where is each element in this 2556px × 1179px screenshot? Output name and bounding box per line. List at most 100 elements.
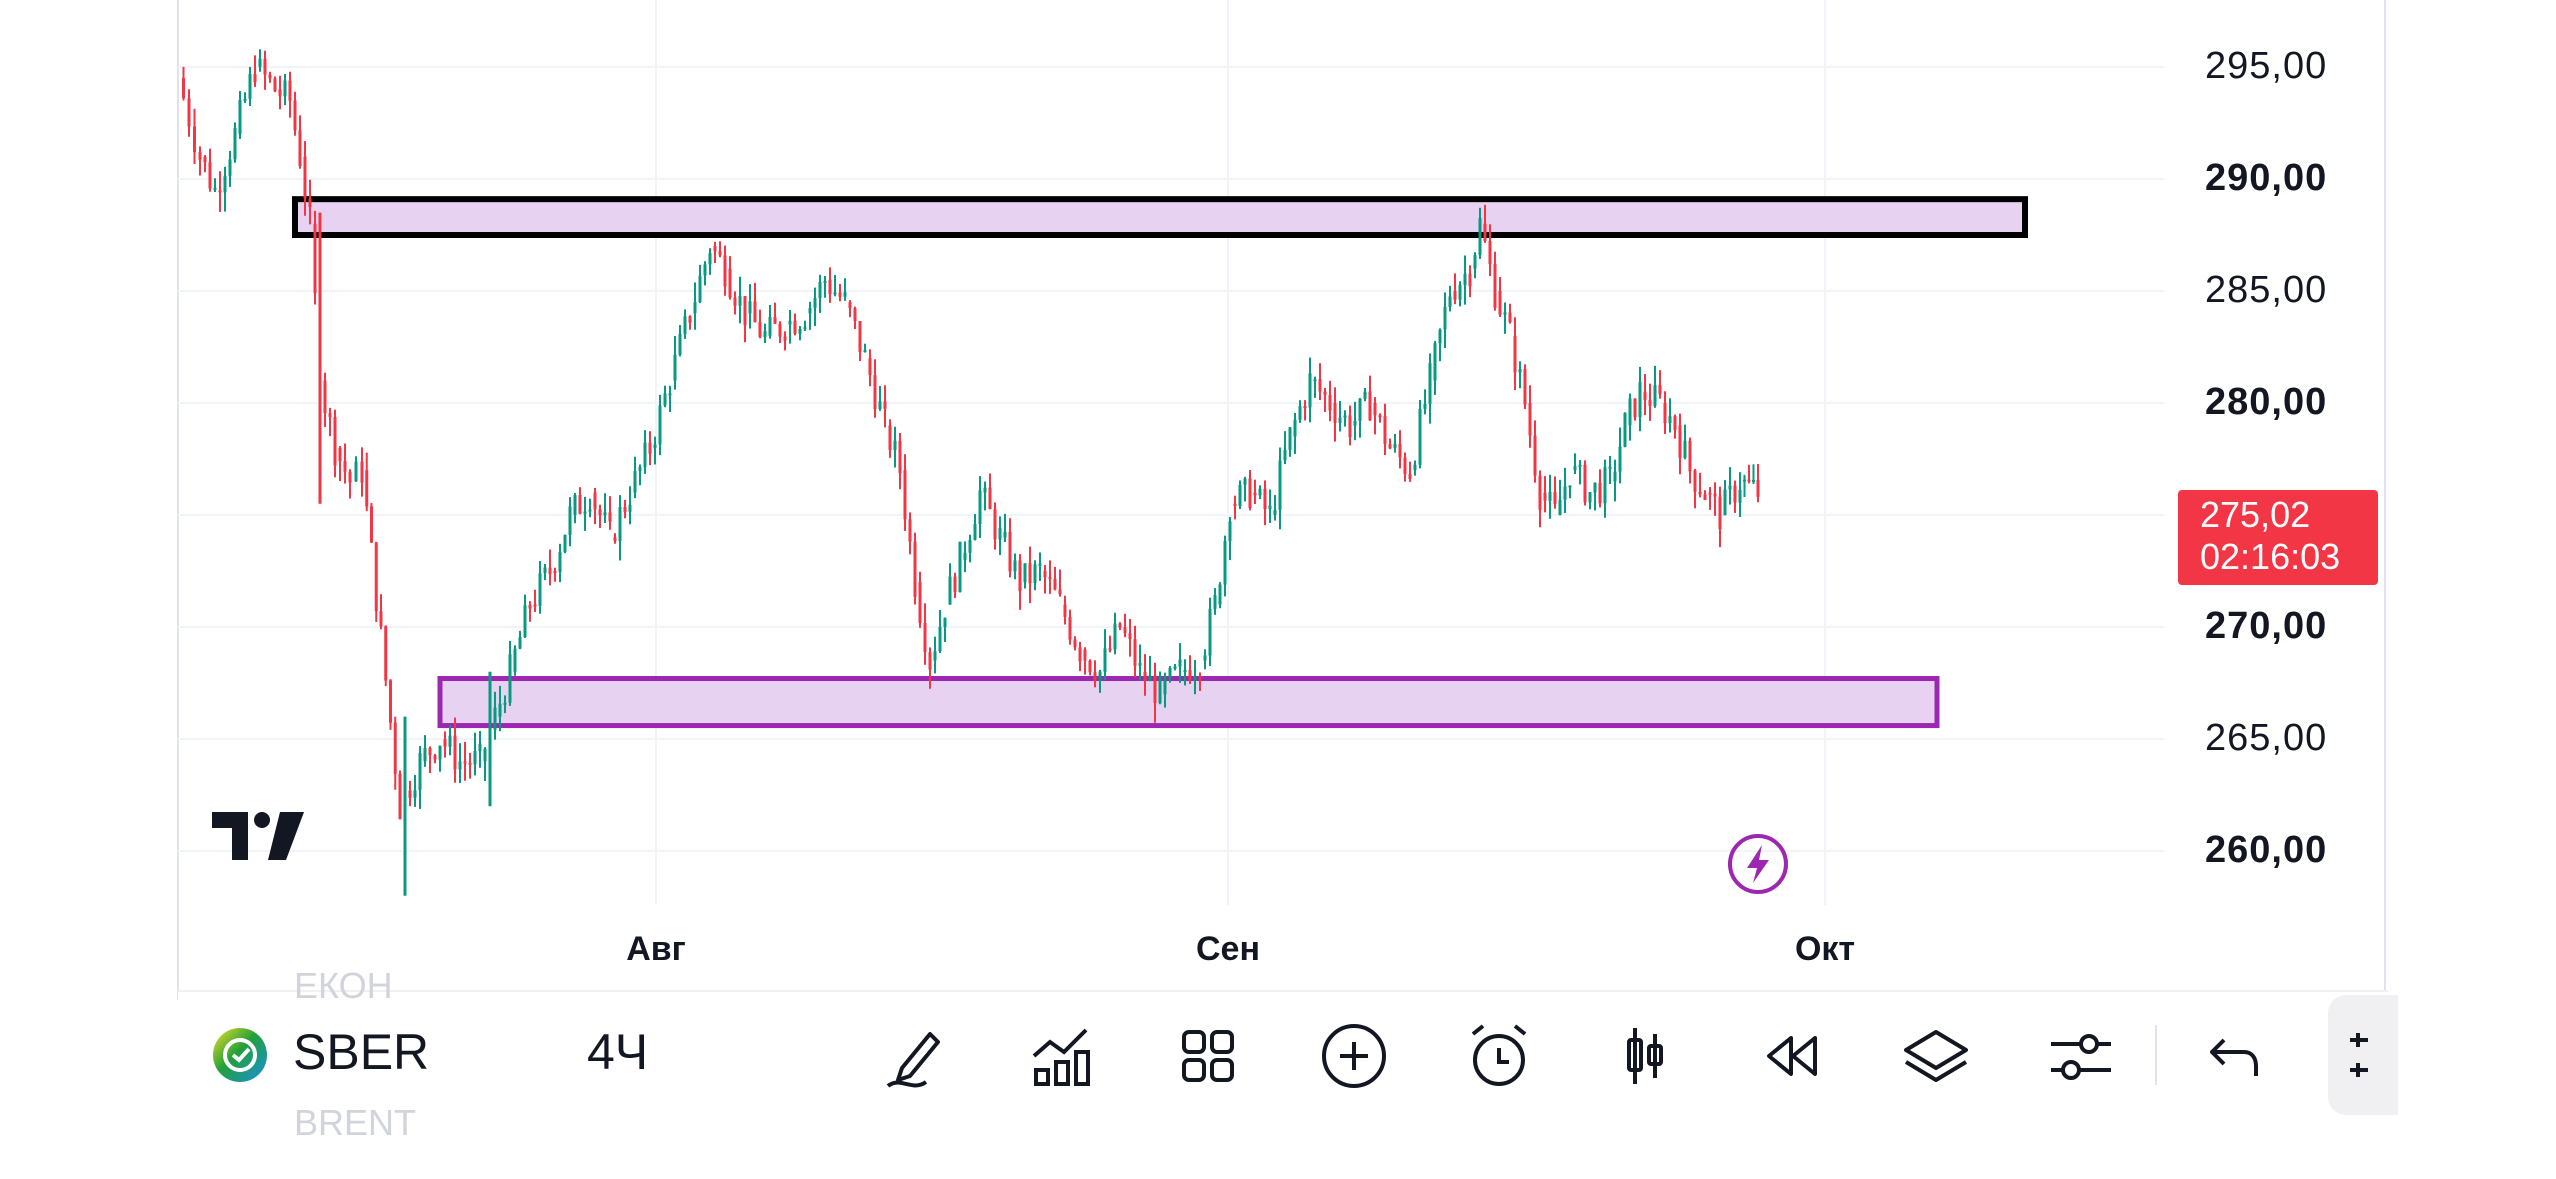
candle-body xyxy=(988,487,992,510)
candle-body xyxy=(233,128,237,160)
candle-body xyxy=(1383,416,1387,445)
candle-body xyxy=(389,680,392,723)
candle-body xyxy=(1523,369,1527,405)
more-button[interactable] xyxy=(2328,995,2398,1115)
bolt-icon[interactable] xyxy=(1727,833,1789,895)
candle-body xyxy=(1123,627,1127,634)
candle-body xyxy=(208,162,212,189)
candle-body xyxy=(973,524,977,540)
symbol-logo-icon[interactable] xyxy=(212,1027,268,1083)
candle-body xyxy=(278,89,282,97)
settings-icon[interactable] xyxy=(2045,1020,2117,1092)
undo-icon[interactable] xyxy=(2200,1020,2272,1092)
candle-body xyxy=(788,320,792,325)
candle-body xyxy=(1158,676,1162,704)
candle-body xyxy=(1208,608,1212,656)
candle-body xyxy=(1258,488,1262,496)
candle-body xyxy=(1273,509,1277,515)
candle-body xyxy=(818,282,822,299)
candle-body xyxy=(598,509,602,516)
candle-body xyxy=(288,80,292,101)
candle-body xyxy=(1188,670,1192,681)
candle-body xyxy=(843,292,847,297)
candle-body xyxy=(993,509,997,540)
candle-body xyxy=(663,393,667,406)
candle-body xyxy=(1708,492,1712,495)
candle-body xyxy=(878,401,882,410)
replay-icon[interactable] xyxy=(1755,1020,1827,1092)
candle-body xyxy=(443,739,447,747)
candle-body xyxy=(583,511,587,514)
candle-body xyxy=(758,322,762,338)
candle-body xyxy=(748,301,752,314)
candle-body xyxy=(1323,391,1327,396)
candle-body xyxy=(1428,363,1432,404)
candle-body xyxy=(828,279,832,295)
candle-body xyxy=(678,333,682,355)
candle-body xyxy=(898,440,902,474)
candle-body xyxy=(354,461,358,482)
last-price-value: 275,02 xyxy=(2200,494,2311,535)
candle-body xyxy=(603,512,607,516)
candle-body xyxy=(1548,491,1552,501)
candle-body xyxy=(379,611,383,627)
interval-button[interactable]: 4Ч xyxy=(587,1024,649,1080)
indicators-icon[interactable] xyxy=(1026,1020,1098,1092)
candle-body xyxy=(1463,273,1467,286)
candle-body xyxy=(1043,571,1047,578)
candle-body xyxy=(453,735,457,770)
chart-area[interactable]: 295,00 290,00 285,00 280,00 270,00 265,0… xyxy=(0,0,2556,1000)
candle-body xyxy=(1533,435,1537,476)
candle-body xyxy=(763,331,767,338)
price-tick-270: 270,00 xyxy=(2205,605,2328,647)
candle-body xyxy=(1293,419,1297,437)
candle-body xyxy=(968,539,972,553)
candle-body xyxy=(1078,647,1082,662)
symbol-button[interactable]: SBER xyxy=(293,1024,430,1080)
candle-body xyxy=(1378,415,1382,418)
candle-body xyxy=(1728,485,1732,490)
candle-body xyxy=(1228,521,1232,542)
candle-body xyxy=(1698,491,1702,495)
candle-body xyxy=(1133,639,1137,666)
candle-body xyxy=(923,623,927,653)
candle-body xyxy=(548,567,552,574)
candle-body xyxy=(283,80,287,97)
candle-body xyxy=(538,573,542,606)
candle-body xyxy=(433,755,437,760)
draw-icon[interactable] xyxy=(880,1020,952,1092)
layers-icon[interactable] xyxy=(1900,1020,1972,1092)
alert-icon[interactable] xyxy=(1463,1020,1535,1092)
candle-body xyxy=(908,519,912,542)
candle-body xyxy=(493,707,497,730)
candle-body xyxy=(998,528,1002,540)
candle-body xyxy=(1003,531,1007,538)
candle-body xyxy=(743,296,747,326)
candle-body xyxy=(893,440,897,451)
candle-body xyxy=(503,702,507,705)
candle-body xyxy=(1203,655,1207,661)
candle-body xyxy=(1718,496,1722,530)
candle-body xyxy=(1388,444,1392,449)
candle-body xyxy=(1348,415,1352,438)
chart-type-icon[interactable] xyxy=(1609,1020,1681,1092)
candle-body xyxy=(384,626,388,681)
add-icon[interactable] xyxy=(1318,1020,1390,1092)
chart-plot[interactable] xyxy=(0,0,2556,1000)
candle-body xyxy=(1113,623,1117,650)
layouts-icon[interactable] xyxy=(1172,1020,1244,1092)
candle-body xyxy=(1048,577,1052,580)
candle-body xyxy=(1448,296,1452,307)
candle-body xyxy=(258,58,262,67)
candle-body xyxy=(187,98,191,127)
candle-body xyxy=(218,190,222,193)
candle-body xyxy=(1138,662,1142,666)
candle-body xyxy=(1673,416,1677,431)
candle-body xyxy=(463,761,467,764)
candle-body xyxy=(1643,391,1647,400)
price-tick-290: 290,00 xyxy=(2205,157,2328,199)
candle-body xyxy=(1098,671,1102,681)
bar-countdown: 02:16:03 xyxy=(2200,536,2341,577)
candle-body xyxy=(1668,416,1672,424)
candle-body xyxy=(798,328,802,334)
